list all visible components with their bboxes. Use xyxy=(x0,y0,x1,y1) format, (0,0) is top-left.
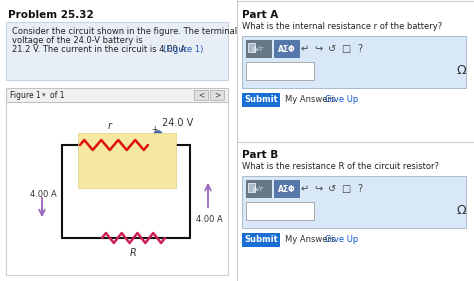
Bar xyxy=(242,176,466,228)
Text: ↵: ↵ xyxy=(301,184,309,194)
Text: □: □ xyxy=(341,184,351,194)
Text: Problem 25.32: Problem 25.32 xyxy=(8,10,94,20)
Bar xyxy=(246,180,272,198)
Text: voltage of the 24.0-V battery is: voltage of the 24.0-V battery is xyxy=(12,36,143,45)
Bar xyxy=(274,40,300,58)
Text: R: R xyxy=(129,248,137,258)
Text: ↵: ↵ xyxy=(301,44,309,54)
Text: AΣΦ: AΣΦ xyxy=(278,44,296,53)
Bar xyxy=(6,102,228,275)
Text: ?: ? xyxy=(357,44,363,54)
Text: r: r xyxy=(108,121,112,131)
Text: ?: ? xyxy=(357,184,363,194)
Text: 21.2 V. The current in the circuit is 4.00 A.: 21.2 V. The current in the circuit is 4.… xyxy=(12,45,189,54)
Text: 24.0 V: 24.0 V xyxy=(162,118,193,128)
Text: Ω: Ω xyxy=(456,205,466,217)
Text: Give Up: Give Up xyxy=(325,235,358,244)
Text: ↪: ↪ xyxy=(314,184,322,194)
Text: <: < xyxy=(198,90,204,99)
Text: Part A: Part A xyxy=(242,10,278,20)
Text: My Answers: My Answers xyxy=(285,96,336,105)
Text: Consider the circuit shown in the figure. The terminal: Consider the circuit shown in the figure… xyxy=(12,27,237,36)
Bar xyxy=(246,202,314,220)
Bar xyxy=(6,22,228,80)
Text: +: + xyxy=(151,125,157,134)
Text: ↺: ↺ xyxy=(328,184,336,194)
Text: Submit: Submit xyxy=(244,235,278,244)
Text: Figure 1: Figure 1 xyxy=(10,90,41,99)
Text: What is the internal resistance r of the battery?: What is the internal resistance r of the… xyxy=(242,22,442,31)
Bar xyxy=(210,90,224,100)
Text: □: □ xyxy=(341,44,351,54)
Text: Ω: Ω xyxy=(456,65,466,78)
Text: β√Γ: β√Γ xyxy=(252,186,264,192)
Bar xyxy=(194,90,208,100)
Text: of 1: of 1 xyxy=(50,90,64,99)
Text: β√Γ: β√Γ xyxy=(252,46,264,52)
Text: AΣΦ: AΣΦ xyxy=(278,185,296,194)
Text: Give Up: Give Up xyxy=(325,96,358,105)
Bar xyxy=(242,93,280,107)
Text: ▾: ▾ xyxy=(42,92,46,98)
Bar xyxy=(248,43,255,52)
Text: (Figure 1): (Figure 1) xyxy=(163,45,203,54)
Bar xyxy=(0,0,237,281)
Text: 4.00 A: 4.00 A xyxy=(30,190,57,199)
Bar xyxy=(242,36,466,88)
Text: Part B: Part B xyxy=(242,150,278,160)
Bar xyxy=(242,233,280,247)
Text: 4.00 A: 4.00 A xyxy=(196,215,223,224)
Bar xyxy=(246,62,314,80)
Bar xyxy=(274,180,300,198)
Bar xyxy=(78,133,176,188)
Bar xyxy=(237,0,474,281)
Text: My Answers: My Answers xyxy=(285,235,336,244)
Bar xyxy=(248,183,255,192)
Bar xyxy=(6,88,228,102)
Text: Submit: Submit xyxy=(244,96,278,105)
Text: >: > xyxy=(214,90,220,99)
Text: ↪: ↪ xyxy=(314,44,322,54)
Text: What is the resistance R of the circuit resistor?: What is the resistance R of the circuit … xyxy=(242,162,439,171)
Bar xyxy=(246,40,272,58)
Text: ↺: ↺ xyxy=(328,44,336,54)
